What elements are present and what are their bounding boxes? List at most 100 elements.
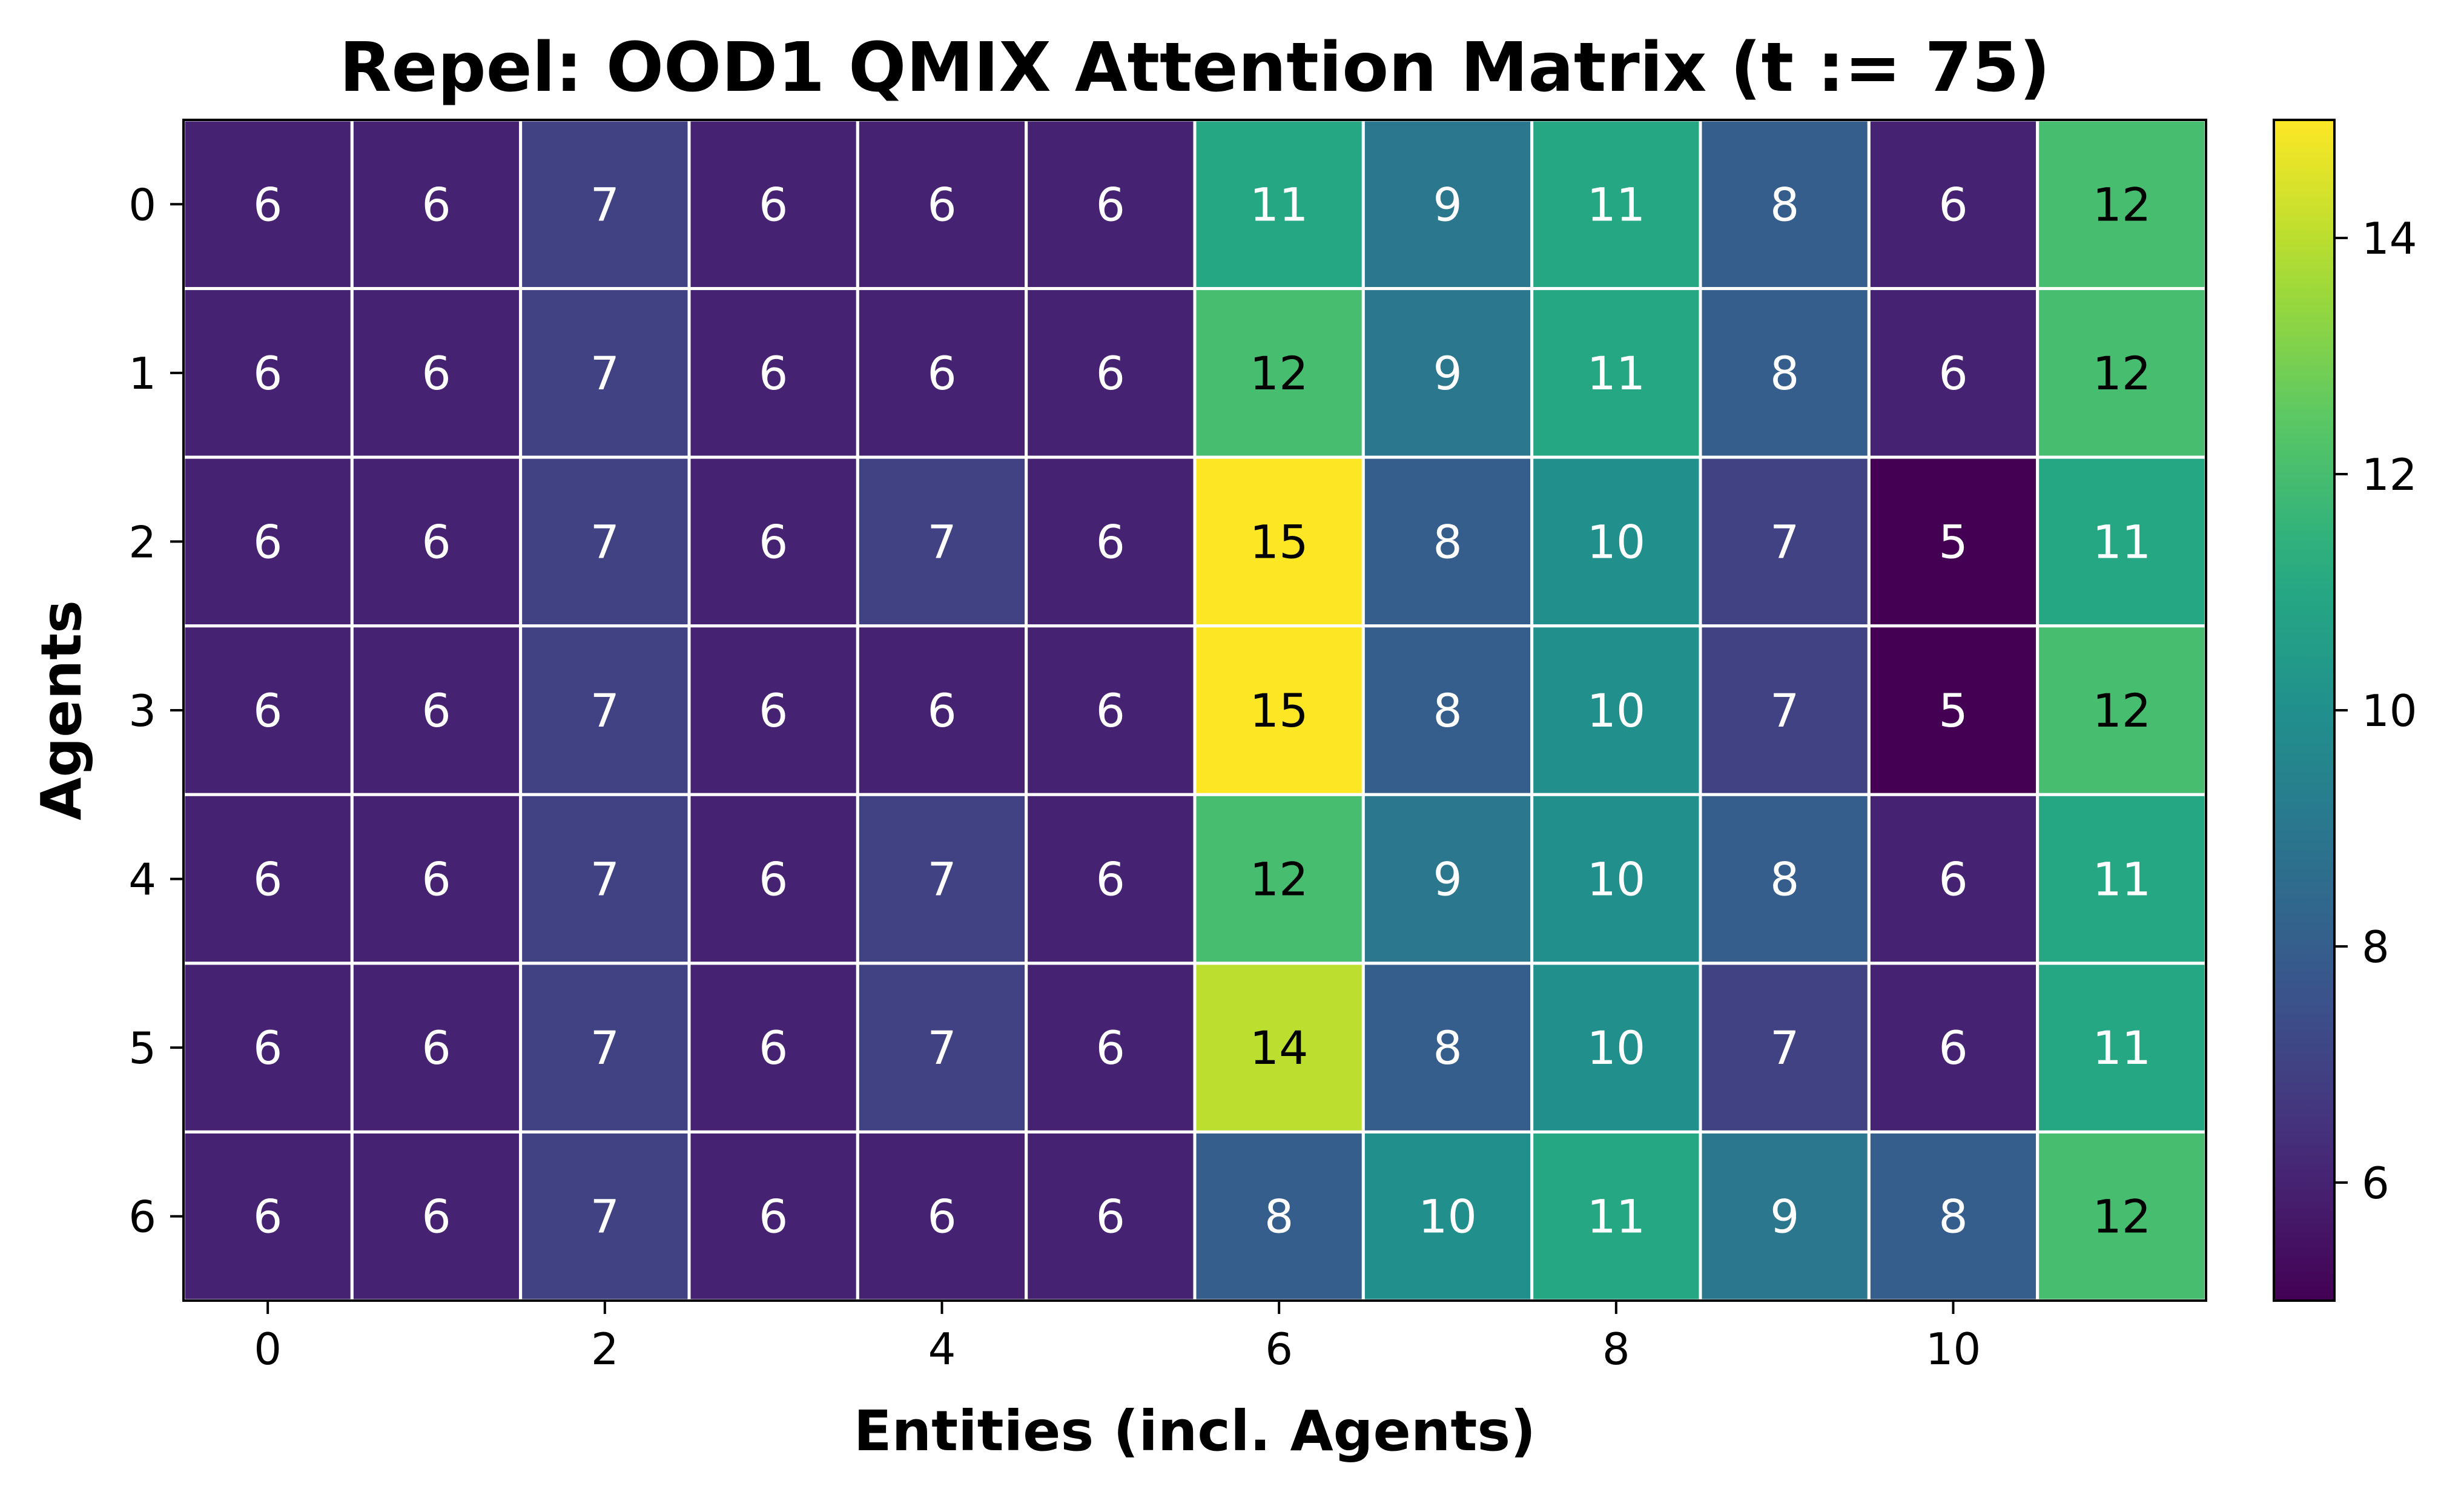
colorbar-tick-label-8: 8 [2362,922,2390,972]
x-axis-ticks: 0 2 4 6 8 10 [254,1301,1981,1375]
heatmap-cell-r3-c11 [2036,624,2208,796]
cell-value-label-r3-c10: 5 [1938,684,1967,738]
cell-value-label-r2-c8: 10 [1587,515,1645,569]
cell-value-label-r2-c11: 11 [2092,515,2151,569]
heatmap-cell-r3-c5 [1025,624,1197,796]
cell-value-label-r0-c7: 9 [1433,177,1462,231]
cell-value-label-r4-c5: 6 [1096,853,1125,906]
cell-value-label-r3-c5: 6 [1096,684,1125,738]
x-tick-label-6: 6 [1265,1324,1293,1375]
heatmap-cell-r2-c3 [687,455,859,628]
heatmap-cell-r5-c11 [2036,962,2208,1134]
heatmap-cell-r5-c9 [1699,962,1871,1134]
cell-value-label-r3-c2: 7 [590,684,619,738]
heatmap-cell-r3-c3 [687,624,859,796]
heatmap-cell-r1-c1 [350,287,523,459]
heatmap-cell-r6-c1 [350,1130,523,1302]
cell-value-label-r3-c1: 6 [421,684,451,738]
heatmap-cell-r3-c10 [1867,624,2040,796]
heatmap-cell-r6-c0 [182,1130,354,1302]
heatmap-cell-r6-c11 [2036,1130,2208,1302]
cell-value-label-r6-c4: 6 [927,1190,956,1244]
heatmap-cell-r6-c10 [1867,1130,2040,1302]
cell-value-label-r1-c6: 12 [1250,346,1309,400]
cell-value-label-r4-c7: 9 [1433,853,1462,906]
y-tick-label-4: 4 [128,854,156,905]
cell-value-label-r5-c11: 11 [2092,1021,2151,1075]
cell-value-label-r6-c6: 8 [1264,1190,1293,1244]
heatmap-cell-r1-c8 [1530,287,1702,459]
heatmap-cell-r5-c6 [1193,962,1365,1134]
cell-value-label-r5-c9: 7 [1770,1021,1799,1075]
heatmap-cell-r1-c9 [1699,287,1871,459]
cell-value-label-r2-c1: 6 [421,515,451,569]
cell-value-label-r5-c0: 6 [253,1021,282,1075]
cell-value-label-r1-c2: 7 [590,346,619,400]
cell-value-label-r4-c2: 7 [590,853,619,906]
cell-value-label-r0-c3: 6 [759,177,788,231]
heatmap-cell-r2-c2 [519,455,691,628]
colorbar-tick-label-10: 10 [2362,685,2417,736]
cell-value-label-r3-c6: 15 [1250,684,1309,738]
cell-value-label-r2-c9: 7 [1770,515,1799,569]
cell-value-label-r1-c8: 11 [1587,346,1645,400]
heatmap-cell-r0-c1 [350,118,523,291]
cell-value-label-r1-c0: 6 [253,346,282,400]
colorbar-ticks: 6 8 10 12 14 [2334,213,2417,1209]
heatmap-cell-r4-c1 [350,793,523,965]
heatmap-cell-r4-c10 [1867,793,2040,965]
cell-value-label-r0-c1: 6 [421,177,451,231]
cell-value-label-r1-c9: 8 [1770,346,1799,400]
cell-value-label-r2-c2: 7 [590,515,619,569]
cell-value-label-r5-c3: 6 [759,1021,788,1075]
colorbar-tick-label-6: 6 [2362,1158,2390,1209]
heatmap-cell-r6-c8 [1530,1130,1702,1302]
y-tick-label-1: 1 [128,348,156,399]
colorbar-gradient [2273,119,2336,1302]
x-tick-label-0: 0 [254,1324,282,1375]
cell-value-label-r0-c4: 6 [927,177,956,231]
cell-value-label-r0-c5: 6 [1096,177,1125,231]
cell-value-label-r2-c7: 8 [1433,515,1462,569]
cell-value-label-r3-c9: 7 [1770,684,1799,738]
y-tick-label-2: 2 [128,516,156,567]
heatmap-cell-r6-c9 [1699,1130,1871,1302]
heatmap-cell-r6-c4 [856,1130,1028,1302]
cell-value-label-r4-c9: 8 [1770,853,1799,906]
y-tick-label-0: 0 [128,179,156,230]
y-tick-label-3: 3 [128,685,156,736]
heatmap-cell-r4-c7 [1361,793,1534,965]
cell-value-label-r4-c0: 6 [253,853,282,906]
cell-value-label-r1-c7: 9 [1433,346,1462,400]
cell-value-label-r6-c7: 10 [1418,1190,1477,1244]
heatmap-cell-r4-c5 [1025,793,1197,965]
heatmap-cell-r3-c6 [1193,624,1365,796]
colorbar-tick-label-12: 12 [2362,449,2417,500]
heatmap-cell-r1-c5 [1025,287,1197,459]
heatmap-cell-r6-c5 [1025,1130,1197,1302]
y-axis-label: Agents [29,600,94,820]
heatmap-cell-r6-c3 [687,1130,859,1302]
cell-value-label-r6-c8: 11 [1587,1190,1645,1244]
cell-value-label-r4-c3: 6 [759,853,788,906]
cell-value-label-r3-c3: 6 [759,684,788,738]
cell-value-label-r2-c5: 6 [1096,515,1125,569]
cell-value-label-r1-c4: 6 [927,346,956,400]
heatmap-cell-r4-c4 [856,793,1028,965]
cell-value-label-r5-c2: 7 [590,1021,619,1075]
heatmap-cell-r0-c5 [1025,118,1197,291]
cell-value-label-r2-c4: 7 [927,515,956,569]
x-tick-label-2: 2 [591,1324,619,1375]
cell-value-label-r0-c9: 8 [1770,177,1799,231]
cell-value-label-r6-c3: 6 [759,1190,788,1244]
heatmap-cell-r4-c0 [182,793,354,965]
cell-value-label-r0-c8: 11 [1587,177,1645,231]
y-tick-label-5: 5 [128,1023,156,1074]
cell-value-label-r0-c10: 6 [1938,177,1967,231]
cell-value-label-r3-c11: 12 [2092,684,2151,738]
heatmap-cell-r3-c9 [1699,624,1871,796]
heatmap-cell-r2-c11 [2036,455,2208,628]
heatmap-cell-r1-c7 [1361,287,1534,459]
heatmap-cell-r1-c3 [687,287,859,459]
